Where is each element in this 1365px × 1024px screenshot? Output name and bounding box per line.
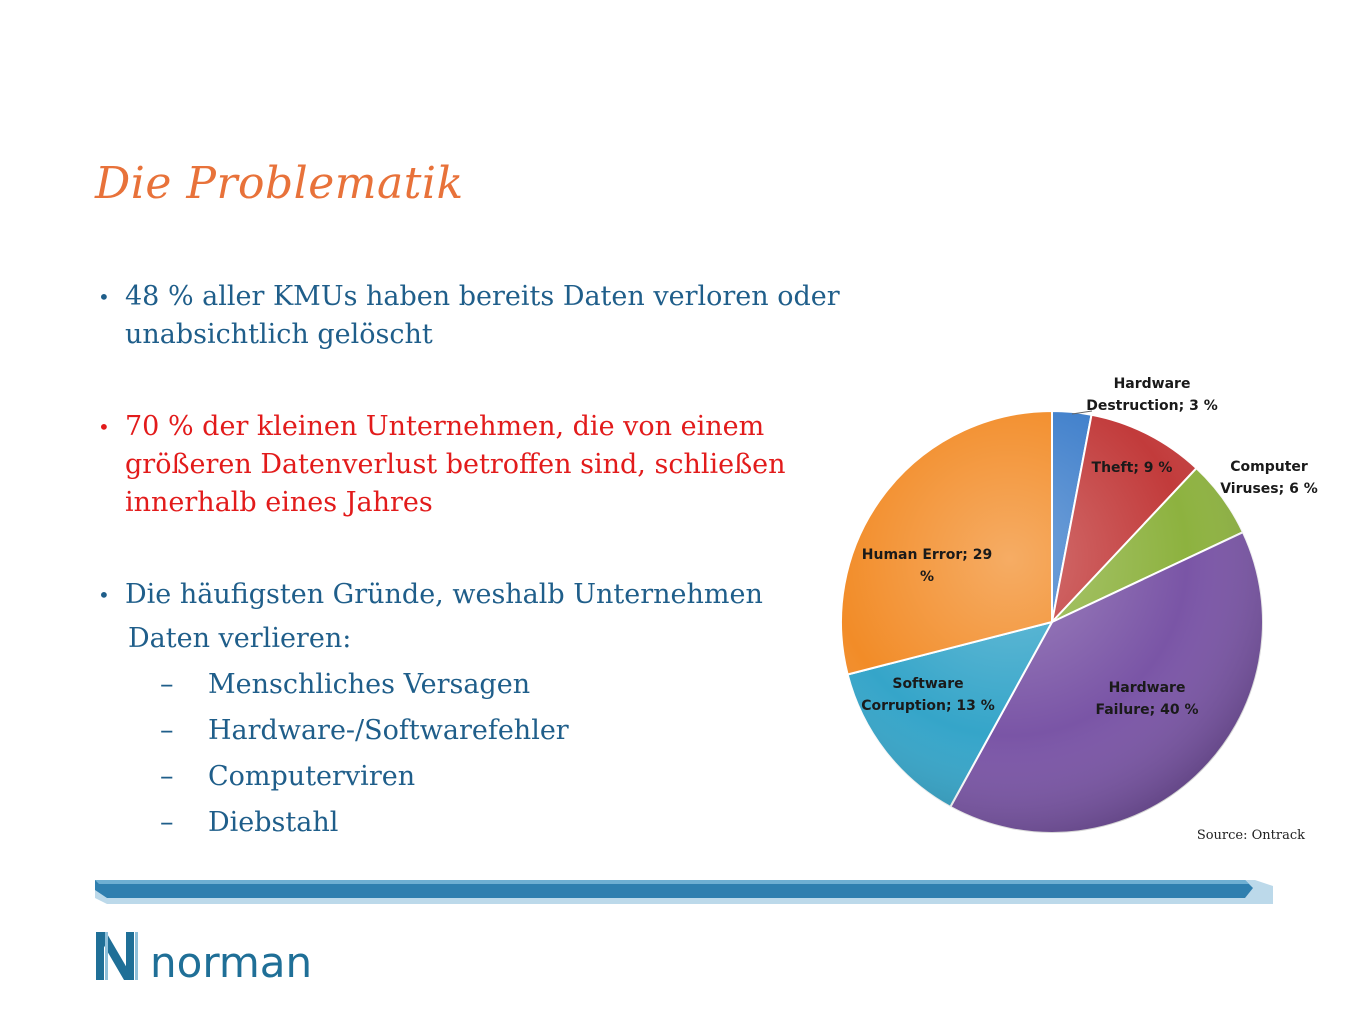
reason-text: Computerviren bbox=[208, 761, 416, 792]
hardware-destruction-leader-line bbox=[1071, 410, 1093, 415]
dash-marker: – bbox=[160, 761, 174, 792]
pie-labels: Hardware Destruction; 3 % Theft; 9 % Comput… bbox=[861, 376, 1318, 718]
pie-slice-label: Theft; 9 % bbox=[1092, 460, 1173, 476]
bullet-common-reasons: • Die häufigsten Gründe, weshalb Unterne… bbox=[98, 576, 878, 614]
reason-text: Menschliches Versagen bbox=[208, 669, 531, 700]
footer-bar-highlight bbox=[95, 880, 1249, 884]
bullet-text-line: größeren Datenverlust betroffen sind, sc… bbox=[125, 449, 786, 480]
pie-slice-label: Software Corruption; 13 % bbox=[861, 676, 995, 714]
bullet-dot: • bbox=[98, 285, 110, 309]
reason-sublist: – Menschliches Versagen – Hardware-/Softwa… bbox=[98, 662, 878, 846]
bullet-text-line: innerhalb eines Jahres bbox=[125, 487, 433, 518]
reason-item: – Computerviren bbox=[98, 754, 878, 800]
pie-slice-label: Hardware Destruction; 3 % bbox=[1086, 376, 1218, 414]
pie-chart: Hardware Destruction; 3 % Theft; 9 % Comput… bbox=[840, 376, 1318, 843]
bullet-text-line: 70 % der kleinen Unternehmen, die von ei… bbox=[125, 411, 765, 442]
chart-source: Source: Ontrack bbox=[1197, 828, 1305, 843]
reason-item: – Menschliches Versagen bbox=[98, 662, 878, 708]
norman-logo-text: norman bbox=[150, 938, 313, 987]
slide-title: Die Problematik bbox=[95, 158, 464, 209]
pie-slice-label: Computer Viruses; 6 % bbox=[1220, 459, 1318, 497]
bullet-dot: • bbox=[98, 415, 110, 439]
bullet-continuation: Daten verlieren: bbox=[128, 623, 352, 654]
bullet-text-line: Die häufigsten Gründe, weshalb Unternehm… bbox=[125, 579, 763, 610]
reason-text: Hardware-/Softwarefehler bbox=[208, 715, 569, 746]
reason-item: – Diebstahl bbox=[98, 800, 878, 846]
footer-bar bbox=[95, 880, 1273, 904]
dash-marker: – bbox=[160, 669, 174, 700]
bullet-list: • 48 % aller KMUs haben bereits Daten ve… bbox=[98, 278, 878, 846]
norman-logo-icon bbox=[96, 932, 138, 980]
pie-slice-label: Hardware Failure; 40 % bbox=[1095, 680, 1198, 718]
bullet-text-line: unabsichtlich gelöscht bbox=[125, 319, 433, 350]
reason-text: Diebstahl bbox=[208, 807, 339, 838]
footer-bar-main bbox=[95, 880, 1253, 898]
dash-marker: – bbox=[160, 807, 174, 838]
bullet-text-line: 48 % aller KMUs haben bereits Daten verl… bbox=[125, 281, 840, 312]
dash-marker: – bbox=[160, 715, 174, 746]
bullet-kmu-data-loss: • 48 % aller KMUs haben bereits Daten ve… bbox=[98, 278, 878, 354]
bullet-dot: • bbox=[98, 583, 110, 607]
pie-slices bbox=[840, 409, 1264, 834]
reason-item: – Hardware-/Softwarefehler bbox=[98, 708, 878, 754]
pie-slice-label: Human Error; 29% bbox=[862, 547, 992, 585]
bullet-small-business-closure: • 70 % der kleinen Unternehmen, die von … bbox=[98, 408, 878, 522]
